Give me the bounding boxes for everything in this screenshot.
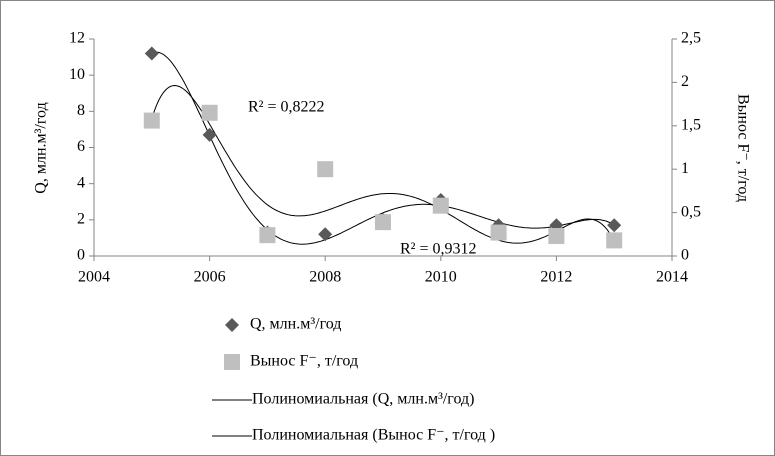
x-tick-label: 2014 — [656, 269, 688, 286]
x-tick-label: 2012 — [540, 269, 572, 286]
y2-tick-label: 1,5 — [681, 116, 701, 133]
y-tick-label: 4 — [77, 174, 85, 191]
legend-label: Полиномиальная (Q, млн.м³/год) — [252, 391, 474, 408]
point — [317, 161, 334, 178]
x-tick-label: 2006 — [194, 269, 226, 286]
y-tick-label: 0 — [77, 247, 85, 264]
y2-axis-title: Вынос F⁻, т/год — [734, 94, 751, 202]
annotation: R² = 0,9312 — [400, 241, 477, 258]
point — [432, 197, 449, 214]
y-tick-label: 2 — [77, 211, 85, 228]
y-tick-label: 10 — [69, 66, 85, 83]
annotation: R² = 0,8222 — [248, 99, 325, 116]
legend-label: Полиномиальная (Вынос F⁻, т/год ) — [252, 427, 495, 444]
trendline — [151, 84, 615, 244]
y-tick-label: 6 — [77, 138, 85, 155]
x-tick-label: 2010 — [425, 269, 457, 286]
point — [259, 227, 276, 244]
y2-tick-label: 2,5 — [681, 30, 701, 47]
legend-marker — [224, 354, 240, 370]
y-tick-label: 8 — [77, 102, 85, 119]
legend-label: Вынос F⁻, т/год — [250, 353, 358, 370]
point — [607, 218, 622, 233]
point — [490, 224, 507, 241]
point — [606, 232, 623, 249]
y-axis-title: Q, млн.м³/год — [33, 102, 50, 193]
y2-tick-label: 1 — [681, 160, 689, 177]
point — [144, 46, 159, 61]
point — [375, 214, 391, 231]
trendline — [151, 51, 615, 245]
point — [143, 112, 160, 129]
point — [202, 127, 217, 142]
point — [318, 227, 333, 242]
y-tick-label: 12 — [69, 30, 85, 47]
x-tick-label: 2008 — [309, 269, 341, 286]
point — [201, 104, 218, 121]
legend-label: Q, млн.м³/год — [250, 316, 341, 333]
y2-tick-label: 0 — [681, 247, 689, 264]
y2-tick-label: 2 — [681, 73, 689, 90]
x-tick-label: 2004 — [78, 269, 110, 286]
y2-tick-label: 0,5 — [681, 203, 701, 220]
legend-marker — [225, 318, 239, 332]
point — [548, 228, 565, 245]
